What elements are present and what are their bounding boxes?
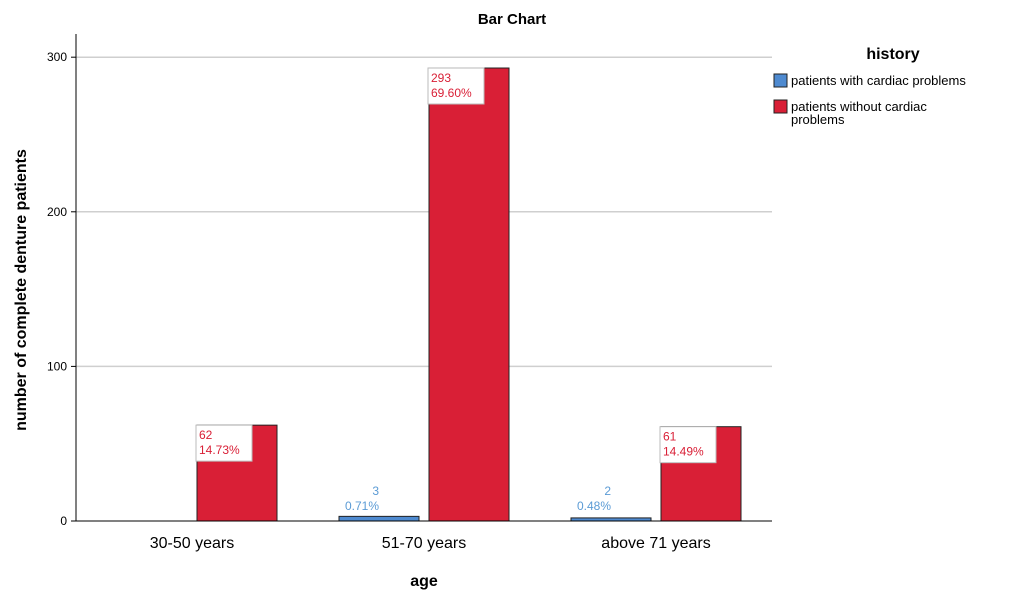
legend-label: patients with cardiac problems (791, 73, 966, 88)
x-tick-label: 30-50 years (150, 535, 235, 552)
legend-label-line: problems (791, 112, 845, 127)
legend-swatch (773, 99, 788, 114)
data-label-count: 62 (199, 428, 213, 442)
legend-label: patients without cardiac problems (791, 99, 927, 127)
bar (428, 67, 510, 522)
legend-title: history (866, 46, 919, 63)
bar (338, 515, 420, 522)
x-tick-label: above 71 years (601, 535, 710, 552)
data-label-percent: 0.71% (345, 499, 379, 513)
data-label-count: 2 (604, 484, 611, 498)
legend-label-line: patients without cardiac (791, 99, 927, 114)
x-tick-label: 51-70 years (382, 535, 467, 552)
y-axis-label: number of complete denture patients (13, 149, 30, 431)
data-label-box (427, 67, 485, 105)
data-label-count: 61 (663, 430, 677, 444)
y-tick-label: 100 (47, 359, 67, 373)
data-label-count: 3 (372, 484, 379, 498)
data-label-percent: 14.49% (663, 445, 704, 459)
data-label-box (659, 426, 717, 464)
chart-title: Bar Chart (478, 11, 546, 28)
y-tick-label: 300 (47, 50, 67, 64)
data-label-percent: 0.48% (577, 499, 611, 513)
legend-label-line: patients with cardiac problems (791, 73, 966, 88)
x-axis-label: age (410, 573, 438, 590)
data-label-percent: 14.73% (199, 443, 240, 457)
y-tick-label: 0 (60, 514, 67, 528)
legend-swatch (773, 73, 788, 88)
y-tick-label: 200 (47, 205, 67, 219)
data-label-count: 293 (431, 71, 451, 85)
data-label-percent: 69.60% (431, 86, 472, 100)
data-label-box (195, 424, 253, 462)
